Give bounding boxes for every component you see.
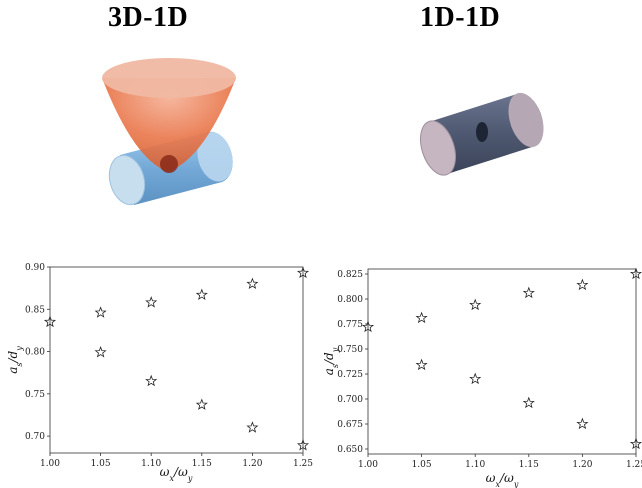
y-tick-label: 0.80 bbox=[25, 348, 45, 358]
data-point-star bbox=[522, 286, 535, 299]
data-point-star bbox=[94, 306, 107, 318]
x-tick-label: 1.10 bbox=[465, 460, 485, 470]
data-point-star bbox=[296, 266, 310, 279]
data-point-star bbox=[576, 417, 589, 430]
data-point-star bbox=[43, 315, 57, 328]
plot-frame bbox=[49, 266, 304, 454]
x-tick-label: 1.20 bbox=[572, 460, 592, 470]
y-tick-label: 0.90 bbox=[25, 263, 45, 273]
data-point-star bbox=[415, 311, 428, 324]
data-point-star bbox=[361, 320, 375, 333]
data-point-star bbox=[296, 439, 310, 451]
data-point-star bbox=[469, 298, 482, 311]
y-tick-label: 0.725 bbox=[337, 370, 363, 380]
illustration-3d-1d bbox=[102, 58, 236, 206]
y-axis-label: as/dy bbox=[6, 346, 24, 374]
data-point-star bbox=[246, 421, 259, 433]
x-axis-label: ωx/ωy bbox=[486, 471, 519, 488]
x-tick-label: 1.05 bbox=[412, 460, 432, 470]
y-tick-label: 0.70 bbox=[25, 432, 45, 442]
y-tick-label: 0.800 bbox=[337, 295, 363, 305]
x-axis-label: ωx/ωy bbox=[160, 465, 193, 483]
paraboloid-shape bbox=[102, 58, 236, 173]
data-point-star bbox=[629, 437, 642, 450]
data-point-star bbox=[195, 398, 208, 410]
y-tick-label: 0.775 bbox=[337, 320, 363, 330]
data-point-star bbox=[415, 358, 428, 371]
data-point-star bbox=[195, 288, 208, 301]
x-tick-label: 1.00 bbox=[40, 459, 60, 469]
y-tick-label: 0.85 bbox=[25, 305, 45, 315]
x-tick-label: 1.25 bbox=[293, 459, 313, 469]
data-point-star bbox=[145, 374, 158, 387]
x-tick-label: 1.15 bbox=[192, 459, 212, 469]
y-tick-label: 0.675 bbox=[337, 420, 363, 430]
data-point-star bbox=[246, 277, 259, 290]
x-tick-label: 1.10 bbox=[141, 459, 161, 469]
y-tick-label: 0.700 bbox=[337, 395, 363, 405]
right-panel-title: 1D-1D bbox=[420, 2, 501, 33]
x-tick-label: 1.00 bbox=[358, 460, 378, 470]
scatter-chart-right: 1.00 1.05 1.10 1.15 1.20 1.25 0.650 0.675 0.700 0… bbox=[322, 267, 642, 488]
data-point-star bbox=[145, 296, 158, 308]
data-point-star bbox=[629, 267, 642, 280]
data-point-star bbox=[94, 346, 107, 358]
cylinder-shape bbox=[419, 92, 544, 176]
plot-frame bbox=[367, 268, 637, 455]
x-tick-label: 1.05 bbox=[91, 459, 111, 469]
y-tick-label: 0.825 bbox=[337, 270, 363, 280]
x-tick-label: 1.15 bbox=[519, 460, 539, 470]
data-point-star bbox=[522, 396, 535, 409]
x-tick-label: 1.25 bbox=[626, 460, 642, 470]
y-tick-label: 0.75 bbox=[25, 390, 45, 400]
x-tick-label: 1.20 bbox=[242, 459, 262, 469]
data-point-star bbox=[576, 278, 589, 291]
scatter-chart-left: 1.00 1.05 1.10 1.15 1.20 1.25 0.70 0.75 0.80 0.85… bbox=[6, 263, 313, 483]
y-tick-label: 0.650 bbox=[337, 445, 363, 455]
illustration-1d-1d bbox=[419, 92, 544, 176]
left-panel-title: 3D-1D bbox=[108, 2, 189, 33]
y-axis-label: as/dy bbox=[322, 347, 340, 375]
data-point-star bbox=[469, 372, 482, 385]
y-tick-label: 0.750 bbox=[337, 345, 363, 355]
